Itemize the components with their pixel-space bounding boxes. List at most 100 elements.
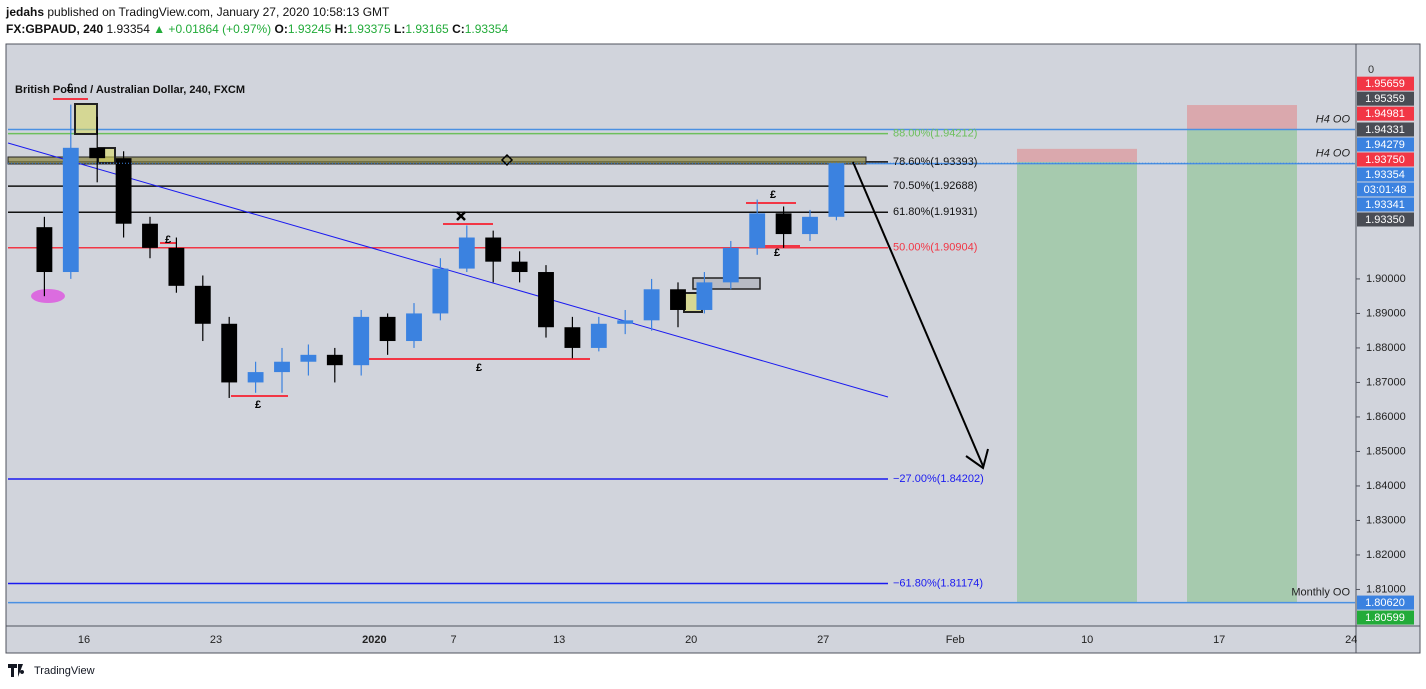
price-box-label: 1.95659	[1365, 78, 1405, 90]
h-label: H:	[334, 22, 348, 36]
c-label: C:	[452, 22, 465, 36]
author: jedahs	[6, 5, 45, 19]
x-tick-label: 17	[1213, 634, 1225, 646]
candle-body	[36, 227, 53, 273]
o: 1.93245	[287, 22, 332, 36]
y-tick-label: 1.85000	[1366, 445, 1406, 457]
candle-body	[643, 289, 660, 321]
candle-body	[221, 323, 238, 383]
y-tick-label: 1.84000	[1366, 480, 1406, 492]
x-tick-label: 24	[1345, 634, 1357, 646]
price-box	[1357, 595, 1414, 610]
candle-body	[538, 272, 554, 328]
candle-body	[485, 237, 502, 262]
price-box	[1357, 122, 1414, 137]
candle-body	[379, 316, 396, 342]
price-box-label: 1.94981	[1365, 108, 1405, 120]
price-box-label: 1.94331	[1365, 124, 1405, 136]
y-tick-label: 1.87000	[1366, 376, 1406, 388]
candle-body	[802, 216, 818, 235]
candle-body	[115, 158, 132, 224]
h: 1.93375	[347, 22, 391, 36]
y-tick-label: 1.82000	[1366, 549, 1406, 561]
candle-body	[194, 285, 211, 324]
x-tick-label: 7	[451, 634, 457, 646]
l: 1.93165	[405, 22, 449, 36]
published: published on TradingView.com, January 27…	[47, 5, 390, 19]
level-label: H4 OO	[1316, 148, 1351, 160]
x-mark	[456, 211, 466, 221]
fib-label: 61.80%(1.91931)	[893, 206, 977, 218]
fib-label: 70.50%(1.92688)	[893, 180, 977, 192]
chart-frame	[5, 43, 1421, 654]
fib-label: −61.80%(1.81174)	[893, 577, 983, 589]
position-reward	[1187, 129, 1297, 603]
price-box-label: 1.93350	[1365, 214, 1405, 226]
candle-body	[670, 289, 686, 310]
price-box	[1357, 212, 1414, 227]
x-tick-label: 16	[78, 634, 90, 646]
diamond	[500, 153, 514, 167]
price-box	[1357, 197, 1414, 212]
position-risk	[1187, 105, 1297, 130]
fib-label: −27.00%(1.84202)	[893, 473, 984, 485]
x-tick-label: 23	[210, 634, 222, 646]
candle-body	[274, 361, 290, 373]
level-label: Monthly OO	[1291, 586, 1350, 598]
candle-body	[62, 147, 79, 273]
change: ▲ +0.01864 (+0.97%)	[153, 22, 272, 36]
candle-body	[590, 323, 607, 348]
candle-body	[696, 282, 713, 310]
price-box-label: 1.80620	[1365, 597, 1405, 609]
price-box	[1357, 91, 1414, 106]
candle-body	[168, 247, 185, 286]
price-box-label: 1.93354	[1365, 169, 1405, 181]
candle-body	[406, 313, 422, 342]
x-tick-label: 10	[1081, 634, 1093, 646]
position-reward	[1017, 161, 1137, 603]
ellipse	[31, 289, 65, 303]
candle-body	[326, 354, 343, 366]
y-tick-label: 1.86000	[1366, 411, 1406, 423]
position-risk	[1017, 148, 1137, 162]
x-tick-label: 2020	[362, 634, 386, 646]
x-tick-label: 20	[685, 634, 697, 646]
symbol: £	[770, 189, 776, 201]
level-label: H4 OO	[1316, 113, 1351, 125]
marks-layer	[8, 104, 1355, 398]
last: 1.93354	[106, 22, 150, 36]
chart-title: British Pound / Australian Dollar, 240, …	[15, 84, 245, 96]
x-tick-label: Feb	[946, 634, 965, 646]
candle-body	[89, 147, 106, 159]
candle-body	[722, 247, 739, 283]
arrow	[852, 161, 984, 467]
footer	[0, 654, 1426, 689]
candle-body	[300, 354, 317, 362]
publish-line: jedahs published on TradingView.com, Jan…	[6, 4, 508, 21]
scale-label: 0	[1368, 64, 1374, 76]
candle-body	[142, 223, 158, 248]
candle-body	[775, 213, 792, 235]
price-box	[1357, 76, 1414, 91]
candle-body	[458, 237, 475, 269]
l-label: L:	[394, 22, 406, 36]
x-tick-label: 27	[817, 634, 829, 646]
candle-body	[247, 372, 264, 383]
price-box-label: 1.95359	[1365, 93, 1405, 105]
x-tick-label: 13	[553, 634, 565, 646]
candle-body	[432, 268, 449, 314]
c: 1.93354	[464, 22, 509, 36]
candle-body	[564, 327, 581, 348]
price-box	[1357, 610, 1414, 625]
price-box-label: 03:01:48	[1364, 184, 1407, 196]
price-box	[1357, 106, 1414, 121]
symbol: £	[476, 362, 482, 374]
marker-lines	[53, 98, 800, 397]
price-box-label: 1.80599	[1365, 612, 1405, 624]
y-tick-label: 1.89000	[1366, 307, 1406, 319]
candle-body	[617, 320, 634, 324]
logo	[8, 664, 25, 677]
fib-label: 50.00%(1.90904)	[893, 242, 977, 254]
fib-label: 88.00%(1.94212)	[893, 128, 977, 140]
